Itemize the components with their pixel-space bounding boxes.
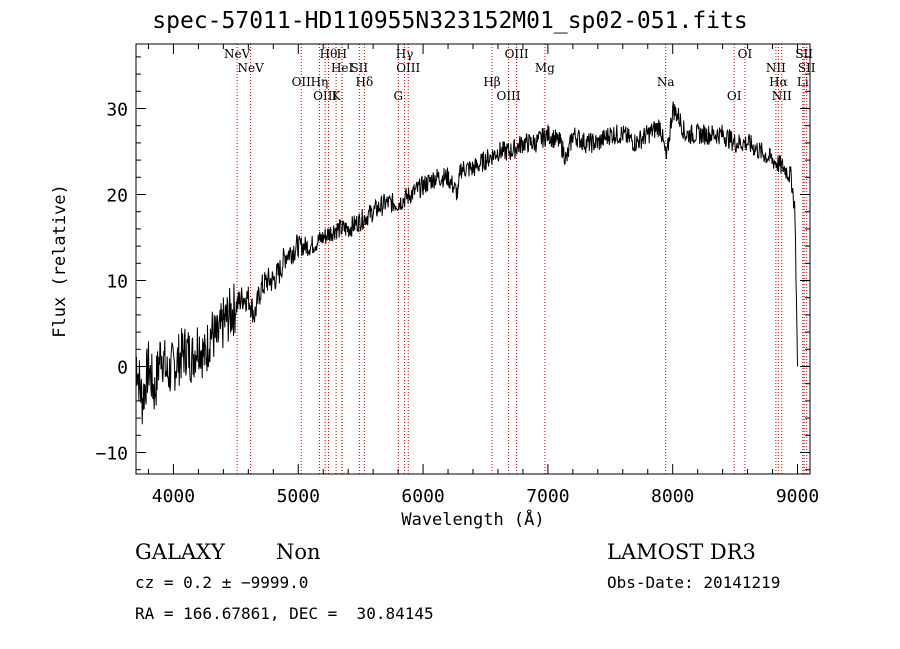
line-label: OIII bbox=[497, 89, 521, 103]
line-label: Hθ bbox=[320, 47, 338, 61]
x-tick-label: 9000 bbox=[776, 486, 819, 507]
line-label: OII bbox=[292, 75, 312, 89]
line-label: Hβ bbox=[483, 75, 500, 89]
chart-title: spec-57011-HD110955N323152M01_sp02-051.f… bbox=[152, 8, 748, 34]
line-label: Hη bbox=[311, 75, 329, 89]
line-label: K bbox=[332, 89, 342, 103]
x-axis-label: Wavelength (Å) bbox=[401, 510, 545, 530]
line-label: Li bbox=[797, 75, 809, 89]
line-label: HeI bbox=[331, 61, 354, 75]
line-label: NeV bbox=[224, 47, 251, 61]
object-class: GALAXY bbox=[135, 540, 225, 564]
y-tick-label: 0 bbox=[117, 358, 128, 379]
x-tick-label: 5000 bbox=[277, 486, 320, 507]
line-label: G bbox=[394, 89, 404, 103]
line-label: OIII bbox=[313, 89, 337, 103]
y-tick-label: −10 bbox=[95, 444, 128, 465]
line-label: Na bbox=[657, 75, 675, 89]
y-axis-label: Flux (relative) bbox=[50, 184, 70, 338]
line-label: SII bbox=[350, 61, 368, 75]
line-label: OI bbox=[738, 47, 753, 61]
x-tick-label: 4000 bbox=[152, 486, 195, 507]
ra-dec: RA = 166.67861, DEC = 30.84145 bbox=[135, 604, 434, 623]
line-label: SII bbox=[795, 47, 813, 61]
y-tick-label: 20 bbox=[106, 186, 128, 207]
line-label: OIII bbox=[505, 47, 529, 61]
line-label: OI bbox=[727, 89, 742, 103]
obs-date: Obs-Date: 20141219 bbox=[607, 573, 781, 592]
emission-lines-layer bbox=[236, 44, 808, 474]
line-label: Hδ bbox=[355, 75, 373, 89]
line-label: H bbox=[337, 47, 347, 61]
line-label: NeV bbox=[237, 61, 264, 75]
line-label: NII bbox=[766, 61, 786, 75]
series-layer bbox=[135, 101, 798, 425]
line-labels-layer: NeVNeVOIIOIIIHθHeIHηKHSIIHδGHγOIIIHβOIII… bbox=[224, 47, 816, 103]
line-label: SII bbox=[798, 61, 816, 75]
axes-layer: 4000 5000 6000 7000 8000 9000 −10 0 10 20 30 bbox=[95, 43, 819, 507]
line-label: Hα bbox=[769, 75, 788, 89]
x-tick-label: 8000 bbox=[651, 486, 694, 507]
y-tick-label: 10 bbox=[106, 272, 128, 293]
redshift-cz: cz = 0.2 ± −9999.0 bbox=[135, 573, 309, 592]
line-label: NII bbox=[772, 89, 792, 103]
y-tick-label: 30 bbox=[106, 100, 128, 121]
line-label: OIII bbox=[396, 61, 420, 75]
object-subclass: Non bbox=[276, 540, 321, 564]
plot-frame bbox=[135, 43, 811, 475]
survey-name: LAMOST DR3 bbox=[607, 540, 756, 564]
line-label: Hγ bbox=[396, 47, 414, 61]
x-tick-label: 6000 bbox=[401, 486, 444, 507]
line-label: Mg bbox=[535, 61, 555, 75]
series-flux bbox=[135, 101, 798, 425]
x-tick-label: 7000 bbox=[526, 486, 569, 507]
